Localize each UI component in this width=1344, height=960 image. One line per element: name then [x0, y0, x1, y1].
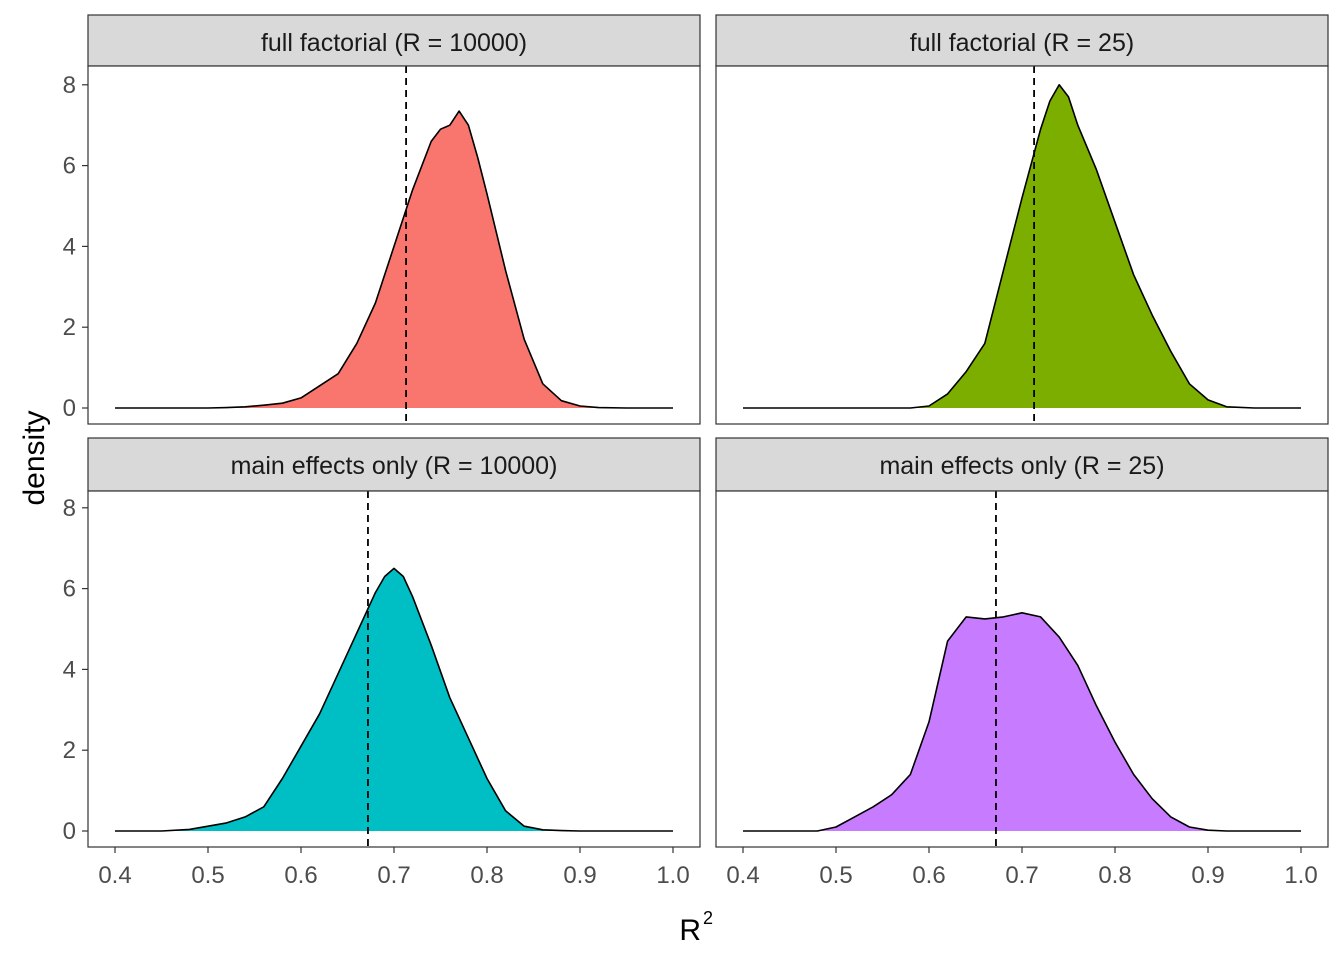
y-tick-label: 2 — [63, 314, 76, 341]
panel-strip — [715, 437, 1329, 492]
density-area — [743, 612, 1301, 831]
y-tick-label: 0 — [63, 395, 76, 422]
x-tick-label: 0.6 — [912, 862, 945, 889]
y-tick-label: 6 — [63, 153, 76, 180]
density-area — [743, 84, 1301, 409]
x-tick-label: 1.0 — [656, 862, 689, 889]
panel-title: main effects only (R = 25) — [879, 452, 1164, 480]
y-tick-label: 8 — [63, 495, 76, 522]
x-tick-label: 0.4 — [98, 862, 131, 889]
y-tick-label: 4 — [63, 656, 76, 683]
x-tick-label: 0.6 — [284, 862, 317, 889]
panel-border — [87, 65, 701, 425]
x-tick-label: 0.8 — [470, 862, 503, 889]
y-axis-title: density — [18, 410, 51, 505]
y-tick-label: 4 — [63, 233, 76, 260]
x-axis-title-superscript: 2 — [703, 908, 713, 928]
density-curve — [115, 110, 673, 409]
panel-strip — [87, 14, 701, 67]
x-tick-label: 0.7 — [377, 862, 410, 889]
panel-title: full factorial (R = 10000) — [261, 29, 527, 57]
y-tick-label: 0 — [63, 818, 76, 845]
x-tick-label: 0.7 — [1005, 862, 1038, 889]
panel-title: full factorial (R = 25) — [910, 29, 1134, 57]
y-tick-label: 2 — [63, 737, 76, 764]
density-curve — [743, 612, 1301, 832]
panel-4: main effects only (R = 25) 0.4 0.5 0.6 0.7 0.… — [715, 437, 1329, 889]
x-tick-label: 0.4 — [726, 862, 759, 889]
panel-2: full factorial (R = 25) — [715, 14, 1329, 425]
density-curve — [743, 84, 1301, 409]
panel-3: main effects only (R = 10000) 0 2 4 6 8 0.4 0.5… — [63, 437, 701, 889]
x-tick-label: 0.5 — [191, 862, 224, 889]
x-tick-label: 0.5 — [819, 862, 852, 889]
x-tick-label: 0.9 — [563, 862, 596, 889]
panel-strip — [715, 14, 1329, 67]
panel-title: main effects only (R = 10000) — [231, 452, 558, 480]
y-tick-label: 6 — [63, 576, 76, 603]
density-area — [115, 568, 673, 831]
panel-strip — [87, 437, 701, 492]
x-tick-label: 0.8 — [1098, 862, 1131, 889]
x-tick-label: 0.9 — [1191, 862, 1224, 889]
panel-1: full factorial (R = 10000) 0 2 4 6 8 — [63, 14, 701, 425]
x-axis-title: R — [679, 914, 701, 947]
x-tick-label: 1.0 — [1284, 862, 1317, 889]
panel-border — [715, 65, 1329, 425]
y-tick-label: 8 — [63, 72, 76, 99]
density-curve — [115, 567, 673, 832]
density-area — [115, 111, 673, 408]
